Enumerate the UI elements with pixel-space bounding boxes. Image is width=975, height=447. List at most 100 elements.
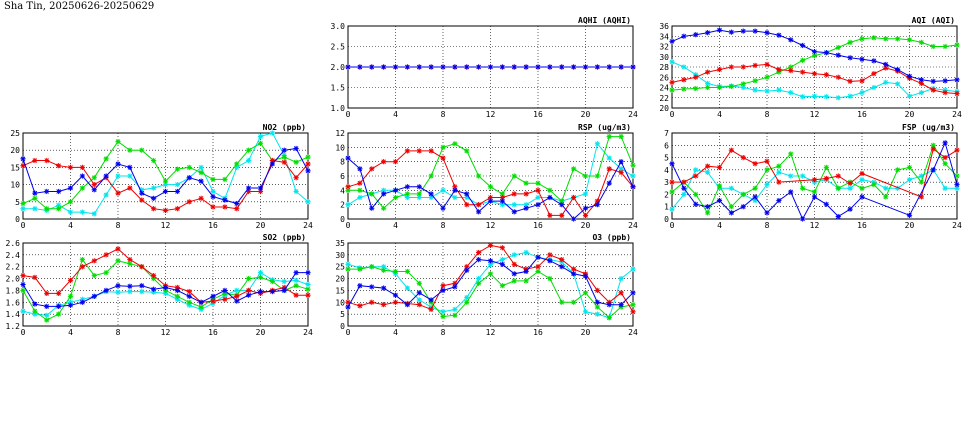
x-tick-label: 12 xyxy=(810,221,820,230)
x-tick-label: 0 xyxy=(346,328,351,337)
y-tick-label: 28 xyxy=(659,63,669,72)
x-tick-label: 8 xyxy=(765,110,770,119)
data-point-blue xyxy=(281,147,287,153)
data-point-cyan xyxy=(895,81,901,87)
data-point-blue xyxy=(464,64,470,70)
data-point-cyan xyxy=(345,202,351,208)
data-point-blue xyxy=(416,184,422,190)
data-point-green xyxy=(257,140,264,146)
data-point-red xyxy=(823,72,829,78)
x-tick-label: 20 xyxy=(905,110,915,119)
data-point-blue xyxy=(752,28,758,34)
data-point-blue xyxy=(930,167,936,173)
data-point-blue xyxy=(369,205,375,211)
data-point-blue xyxy=(823,201,829,207)
data-point-blue xyxy=(740,28,746,34)
data-point-green xyxy=(895,36,901,42)
data-point-green xyxy=(630,162,636,168)
data-point-blue xyxy=(847,206,853,212)
y-tick-label: 10 xyxy=(335,143,345,152)
data-point-blue xyxy=(246,292,252,298)
data-point-green xyxy=(345,266,351,272)
data-point-blue xyxy=(127,283,133,289)
data-point-cyan xyxy=(847,185,853,191)
data-point-red xyxy=(381,159,387,165)
data-point-green xyxy=(369,264,375,270)
y-tick-label: 2 xyxy=(664,190,669,199)
data-point-cyan xyxy=(305,199,311,205)
data-point-green xyxy=(452,312,458,318)
data-point-blue xyxy=(776,32,782,38)
data-point-green xyxy=(618,133,624,140)
data-point-green xyxy=(222,176,228,183)
y-tick-label: 0 xyxy=(15,215,20,224)
data-point-green xyxy=(582,290,589,296)
data-point-cyan xyxy=(776,169,782,175)
data-point-cyan xyxy=(871,84,877,91)
data-point-red xyxy=(630,309,636,315)
data-point-red xyxy=(752,161,758,167)
data-point-blue xyxy=(511,209,517,215)
data-point-blue xyxy=(942,140,948,146)
data-point-blue xyxy=(151,286,157,292)
data-point-red xyxy=(930,146,936,152)
data-point-blue xyxy=(174,188,180,195)
data-point-green xyxy=(764,74,770,80)
data-point-blue xyxy=(942,78,948,84)
data-point-blue xyxy=(20,156,26,162)
data-point-cyan xyxy=(942,185,948,191)
data-point-red xyxy=(618,169,624,176)
data-point-blue xyxy=(357,283,363,289)
data-point-red xyxy=(381,302,387,308)
x-tick-label: 24 xyxy=(628,221,638,230)
data-point-cyan xyxy=(499,202,505,208)
data-point-blue xyxy=(800,42,806,49)
data-point-red xyxy=(930,87,936,93)
data-point-red xyxy=(764,158,770,164)
data-point-cyan xyxy=(630,173,636,179)
data-point-red xyxy=(547,252,553,258)
data-point-cyan xyxy=(752,87,758,93)
data-point-green xyxy=(954,173,960,179)
data-point-blue xyxy=(234,200,240,207)
data-point-green xyxy=(669,189,675,195)
data-point-red xyxy=(559,212,565,219)
data-point-green xyxy=(752,185,758,191)
data-point-cyan xyxy=(681,191,687,198)
data-point-green xyxy=(487,184,494,190)
data-point-red xyxy=(20,273,26,279)
data-point-blue xyxy=(32,301,38,307)
data-point-blue xyxy=(198,299,204,305)
data-point-blue xyxy=(357,166,363,172)
data-point-blue xyxy=(535,202,541,208)
data-point-red xyxy=(428,148,434,154)
data-point-green xyxy=(571,299,577,305)
data-point-blue xyxy=(381,285,387,291)
y-tick-label: 2.0 xyxy=(331,63,346,72)
data-point-green xyxy=(357,187,363,193)
data-point-blue xyxy=(835,52,841,58)
data-point-red xyxy=(582,212,589,219)
data-point-red xyxy=(918,80,924,86)
data-point-blue xyxy=(918,77,924,83)
x-tick-label: 16 xyxy=(533,110,543,119)
data-point-cyan xyxy=(618,166,624,172)
data-point-green xyxy=(535,180,541,186)
data-point-red xyxy=(681,77,687,83)
data-point-red xyxy=(222,296,228,302)
y-tick-label: 24 xyxy=(659,84,669,93)
y-tick-label: 30 xyxy=(659,53,669,62)
x-tick-label: 20 xyxy=(581,221,591,230)
data-point-red xyxy=(186,199,192,205)
data-point-green xyxy=(32,308,38,314)
data-point-blue xyxy=(416,64,422,70)
data-point-cyan xyxy=(210,188,216,195)
data-point-green xyxy=(918,179,924,185)
data-point-red xyxy=(440,283,446,289)
data-point-red xyxy=(91,258,97,264)
x-tick-label: 12 xyxy=(161,328,171,337)
y-tick-label: 5 xyxy=(340,310,345,319)
data-point-cyan xyxy=(32,206,38,212)
data-point-red xyxy=(440,155,446,161)
